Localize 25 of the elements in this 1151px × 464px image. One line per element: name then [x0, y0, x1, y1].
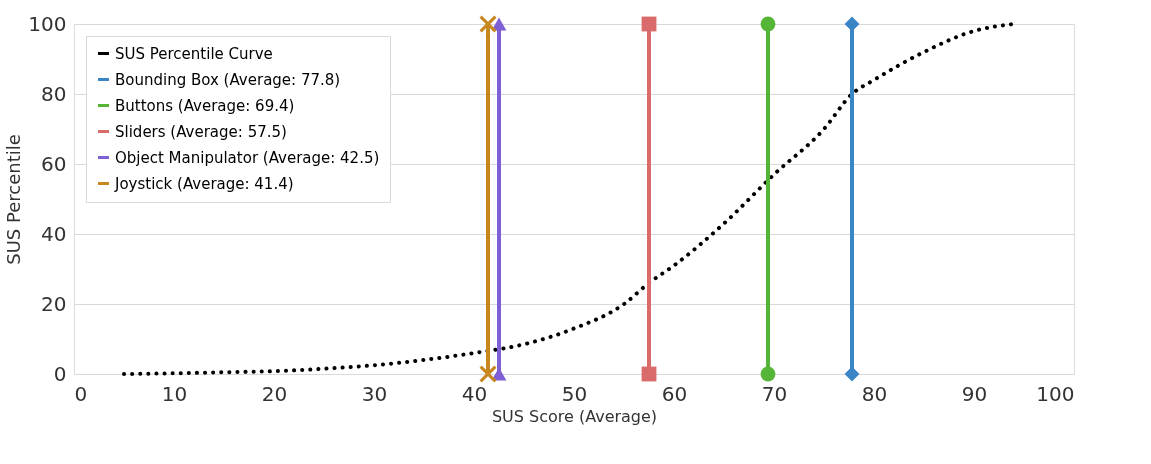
x-tick-label: 50 — [561, 381, 588, 406]
y-tick-label: 100 — [28, 11, 67, 36]
x-tick-label: 0 — [74, 381, 88, 406]
x-tick-label: 10 — [161, 381, 188, 406]
x-tick-label: 40 — [461, 381, 488, 406]
y-tick-label: 40 — [41, 221, 67, 246]
x-tick-label: 60 — [661, 381, 688, 406]
y-axis-title: SUS Percentile — [3, 134, 25, 265]
x-tick-label: 30 — [361, 381, 388, 406]
x-tick-label: 20 — [261, 381, 288, 406]
legend-label: SUS Percentile Curve — [115, 44, 273, 63]
y-tick-label: 20 — [41, 291, 67, 316]
x-tick-label: 100 — [1036, 381, 1075, 406]
x-axis-title: SUS Score (Average) — [491, 406, 658, 426]
y-tick-label: 0 — [53, 361, 67, 386]
x-tick-label: 90 — [961, 381, 988, 406]
x-tick-label: 70 — [761, 381, 788, 406]
y-tick-label: 80 — [41, 81, 67, 106]
y-tick-label: 60 — [41, 151, 67, 176]
x-tick-label: 80 — [861, 381, 888, 406]
legend-label: Sliders (Average: 57.5) — [115, 122, 287, 141]
legend-label: Object Manipulator (Average: 42.5) — [115, 148, 380, 167]
legend-label: Joystick (Average: 41.4) — [114, 174, 294, 193]
legend-label: Buttons (Average: 69.4) — [115, 96, 295, 115]
legend-label: Bounding Box (Average: 77.8) — [115, 70, 341, 89]
